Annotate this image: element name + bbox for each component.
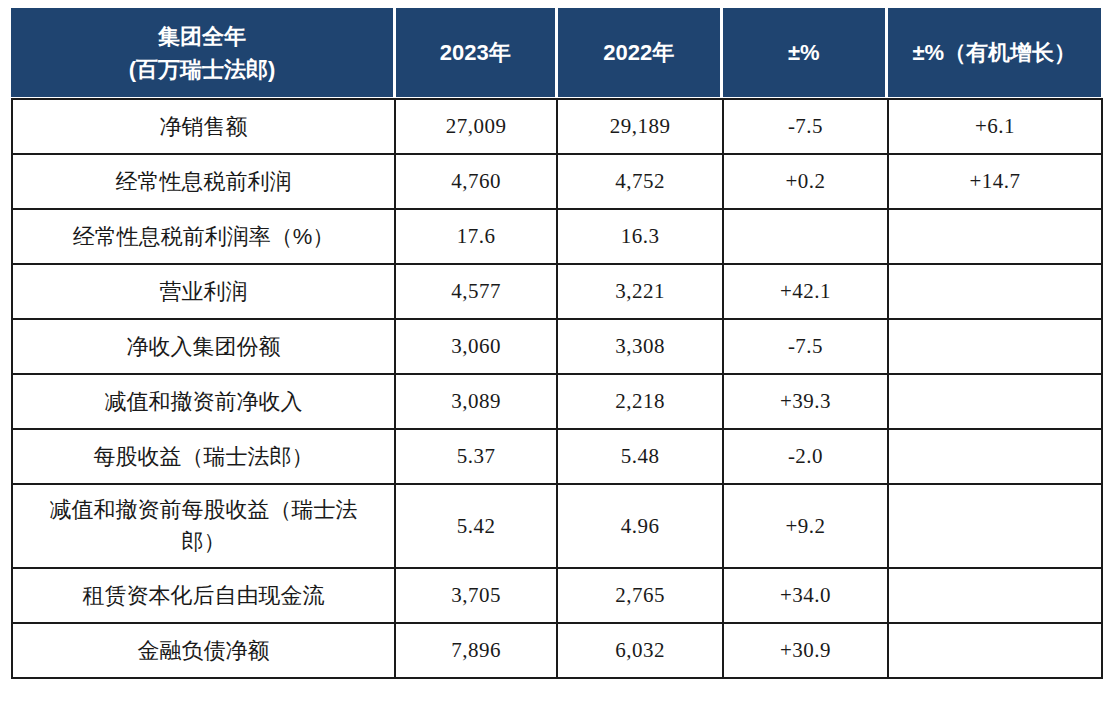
value-organic-growth [888,429,1102,484]
table-row: 营业利润 4,577 3,221 +42.1 [12,264,1102,319]
table-row: 净收入集团份额 3,060 3,308 -7.5 [12,319,1102,374]
financial-summary-table: 集团全年 (百万瑞士法郎) 2023年 2022年 ±% ±%（有机增长） 净销… [11,8,1101,679]
value-pct-change: +42.1 [723,264,888,319]
row-label: 净销售额 [12,99,395,154]
value-pct-change: +0.2 [723,154,888,209]
value-pct-change: -7.5 [723,319,888,374]
value-2023: 4,577 [395,264,557,319]
value-2022: 4.96 [557,484,723,568]
value-pct-change: +30.9 [723,623,888,678]
value-organic-growth [888,623,1102,678]
table-row: 每股收益（瑞士法郎） 5.37 5.48 -2.0 [12,429,1102,484]
value-2023: 5.42 [395,484,557,568]
row-label: 经常性息税前利润率（%） [12,209,395,264]
header-cell-2023: 2023年 [396,8,555,97]
row-label: 营业利润 [12,264,395,319]
header-metric-subtitle: (百万瑞士法郎) [129,53,276,86]
header-cell-2022: 2022年 [558,8,721,97]
value-2023: 4,760 [395,154,557,209]
row-label: 减值和撤资前每股收益（瑞士法郎） [12,484,395,568]
row-label: 经常性息税前利润 [12,154,395,209]
value-2023: 5.37 [395,429,557,484]
value-2023: 27,009 [395,99,557,154]
row-label: 租赁资本化后自由现金流 [12,568,395,623]
value-organic-growth: +6.1 [888,99,1102,154]
value-organic-growth [888,374,1102,429]
value-2022: 4,752 [557,154,723,209]
value-2023: 3,089 [395,374,557,429]
table-row: 经常性息税前利润率（%） 17.6 16.3 [12,209,1102,264]
value-2022: 6,032 [557,623,723,678]
value-organic-growth: +14.7 [888,154,1102,209]
value-2022: 2,765 [557,568,723,623]
header-metric-title: 集团全年 [158,20,246,53]
row-label: 金融负债净额 [12,623,395,678]
value-organic-growth [888,264,1102,319]
value-pct-change: +9.2 [723,484,888,568]
table-row: 净销售额 27,009 29,189 -7.5 +6.1 [12,99,1102,154]
value-pct-change: -2.0 [723,429,888,484]
table-row: 金融负债净额 7,896 6,032 +30.9 [12,623,1102,678]
table-header-row: 集团全年 (百万瑞士法郎) 2023年 2022年 ±% ±%（有机增长） [11,8,1101,97]
value-organic-growth [888,568,1102,623]
value-2023: 17.6 [395,209,557,264]
value-2023: 7,896 [395,623,557,678]
value-pct-change: -7.5 [723,99,888,154]
table-row: 租赁资本化后自由现金流 3,705 2,765 +34.0 [12,568,1102,623]
value-2022: 2,218 [557,374,723,429]
value-organic-growth [888,484,1102,568]
row-label: 每股收益（瑞士法郎） [12,429,395,484]
table-body: 净销售额 27,009 29,189 -7.5 +6.1 经常性息税前利润 4,… [11,98,1103,679]
value-organic-growth [888,319,1102,374]
table-row: 减值和撤资前净收入 3,089 2,218 +39.3 [12,374,1102,429]
row-label: 净收入集团份额 [12,319,395,374]
value-2022: 3,221 [557,264,723,319]
row-label: 减值和撤资前净收入 [12,374,395,429]
value-pct-change [723,209,888,264]
table-row: 减值和撤资前每股收益（瑞士法郎） 5.42 4.96 +9.2 [12,484,1102,568]
value-pct-change: +34.0 [723,568,888,623]
value-2022: 5.48 [557,429,723,484]
value-pct-change: +39.3 [723,374,888,429]
value-organic-growth [888,209,1102,264]
header-cell-metric: 集团全年 (百万瑞士法郎) [11,8,393,97]
header-cell-pct-change: ±% [723,8,885,97]
table-row: 经常性息税前利润 4,760 4,752 +0.2 +14.7 [12,154,1102,209]
value-2023: 3,060 [395,319,557,374]
header-cell-organic-growth: ±%（有机增长） [888,8,1101,97]
value-2022: 3,308 [557,319,723,374]
value-2022: 16.3 [557,209,723,264]
value-2022: 29,189 [557,99,723,154]
value-2023: 3,705 [395,568,557,623]
